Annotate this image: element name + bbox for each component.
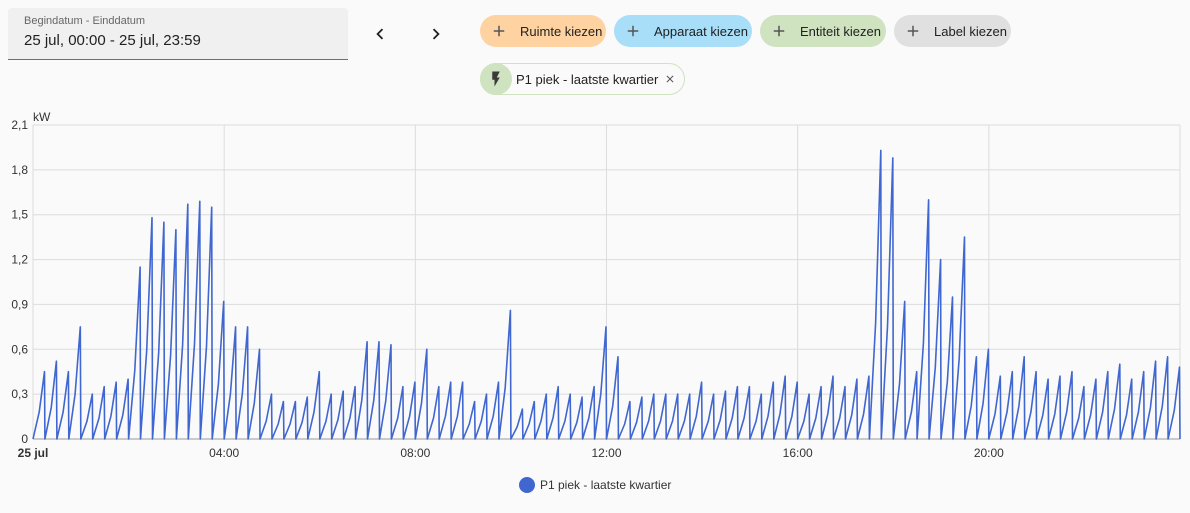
plus-icon xyxy=(907,25,919,37)
history-chart[interactable]: kW 0 0,3 0,6 0,9 1,2 1,5 1,8 2,1 25 jul 04:00 08:… xyxy=(0,100,1190,470)
close-icon[interactable] xyxy=(664,73,676,85)
entity-filter-label: Entiteit kiezen xyxy=(800,23,881,39)
date-range-label: Begindatum - Einddatum xyxy=(24,15,146,27)
y-tick-label: 0,9 xyxy=(11,297,28,311)
selected-entity-label: P1 piek - laatste kwartier xyxy=(516,71,659,87)
label-filter-button[interactable]: Label kiezen xyxy=(894,15,1011,47)
y-axis-unit: kW xyxy=(33,110,51,124)
area-filter-button[interactable]: Ruimte kiezen xyxy=(480,15,606,47)
chevron-right-icon xyxy=(432,28,440,40)
entity-filter-button[interactable]: Entiteit kiezen xyxy=(760,15,886,47)
y-tick-label: 0,3 xyxy=(11,387,28,401)
y-tick-label: 1,8 xyxy=(11,163,28,177)
device-filter-button[interactable]: Apparaat kiezen xyxy=(614,15,752,47)
previous-period-button[interactable] xyxy=(364,18,396,50)
label-filter-label: Label kiezen xyxy=(934,23,1007,39)
x-tick-label: 12:00 xyxy=(591,446,621,460)
y-tick-label: 1,2 xyxy=(11,253,28,267)
date-range-value: 25 jul, 00:00 - 25 jul, 23:59 xyxy=(24,32,201,49)
device-filter-label: Apparaat kiezen xyxy=(654,23,748,39)
flash-icon xyxy=(480,63,512,95)
y-tick-label: 0 xyxy=(21,432,28,446)
selected-entity-chip[interactable]: P1 piek - laatste kwartier xyxy=(480,63,685,95)
legend-color-dot xyxy=(519,477,535,493)
chart-legend[interactable]: P1 piek - laatste kwartier xyxy=(519,477,671,493)
x-tick-label: 25 jul xyxy=(18,446,49,460)
next-period-button[interactable] xyxy=(420,18,452,50)
plus-icon xyxy=(627,25,639,37)
plus-icon xyxy=(773,25,785,37)
x-tick-label: 20:00 xyxy=(974,446,1004,460)
plus-icon xyxy=(493,25,505,37)
x-tick-label: 08:00 xyxy=(400,446,430,460)
y-tick-label: 1,5 xyxy=(11,208,28,222)
series-line-p1-peak xyxy=(32,149,1181,440)
y-tick-label: 0,6 xyxy=(11,342,28,356)
chevron-left-icon xyxy=(376,28,384,40)
date-range-picker[interactable]: Begindatum - Einddatum 25 jul, 00:00 - 2… xyxy=(8,8,348,60)
x-axis-ticks: 25 jul 04:00 08:00 12:00 16:00 20:00 xyxy=(18,446,1005,460)
area-filter-label: Ruimte kiezen xyxy=(520,23,603,39)
x-tick-label: 04:00 xyxy=(209,446,239,460)
y-axis-ticks: 0 0,3 0,6 0,9 1,2 1,5 1,8 2,1 xyxy=(11,118,28,446)
x-tick-label: 16:00 xyxy=(783,446,813,460)
y-tick-label: 2,1 xyxy=(11,118,28,132)
legend-series-label: P1 piek - laatste kwartier xyxy=(540,478,672,492)
